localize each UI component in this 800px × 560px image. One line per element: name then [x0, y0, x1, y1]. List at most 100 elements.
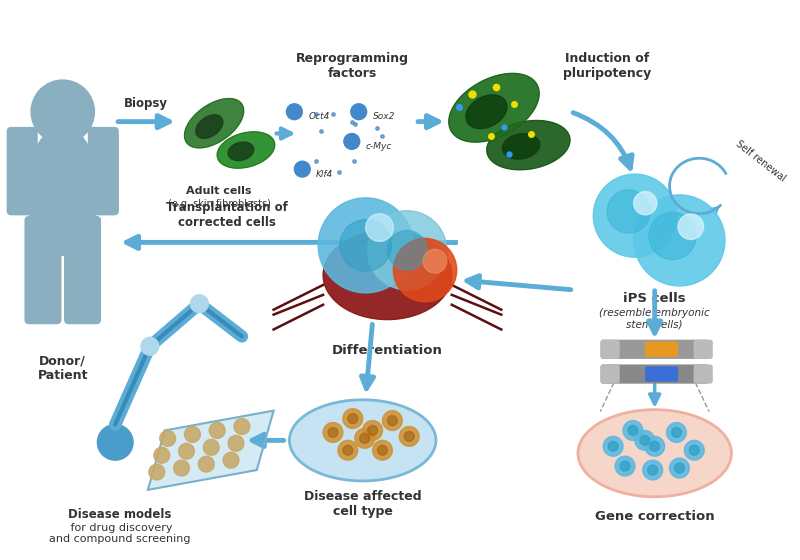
Circle shape: [294, 161, 310, 177]
Polygon shape: [486, 120, 570, 170]
Ellipse shape: [323, 231, 452, 320]
Circle shape: [603, 436, 623, 456]
Circle shape: [623, 421, 643, 440]
Circle shape: [634, 195, 725, 286]
Circle shape: [684, 440, 704, 460]
Text: Sox2: Sox2: [373, 112, 395, 121]
Text: Donor/
Patient: Donor/ Patient: [38, 354, 88, 382]
Circle shape: [634, 192, 657, 215]
Text: iPS cells: iPS cells: [623, 292, 686, 305]
FancyBboxPatch shape: [89, 128, 118, 214]
Circle shape: [387, 231, 427, 270]
Circle shape: [190, 295, 208, 312]
Polygon shape: [196, 115, 222, 138]
Text: Biopsy: Biopsy: [124, 97, 168, 110]
Circle shape: [286, 104, 302, 120]
Circle shape: [423, 249, 447, 273]
Polygon shape: [502, 134, 540, 159]
Circle shape: [360, 433, 370, 444]
Circle shape: [348, 414, 358, 423]
Text: Differentiation: Differentiation: [332, 344, 443, 357]
Circle shape: [318, 198, 413, 293]
Circle shape: [378, 445, 387, 455]
Circle shape: [141, 338, 158, 355]
Circle shape: [178, 444, 194, 459]
Circle shape: [174, 460, 190, 476]
Circle shape: [154, 447, 170, 463]
FancyBboxPatch shape: [694, 340, 712, 358]
Polygon shape: [449, 73, 539, 142]
Circle shape: [210, 423, 225, 438]
Circle shape: [645, 436, 665, 456]
Text: Induction of
pluripotency: Induction of pluripotency: [563, 52, 651, 80]
Circle shape: [31, 80, 94, 143]
FancyBboxPatch shape: [646, 367, 678, 381]
Circle shape: [344, 133, 360, 150]
Circle shape: [404, 431, 414, 441]
Text: Transplantation of
corrected cells: Transplantation of corrected cells: [166, 200, 288, 228]
Circle shape: [674, 463, 684, 473]
Circle shape: [362, 421, 382, 440]
Circle shape: [620, 461, 630, 471]
Ellipse shape: [578, 410, 731, 497]
Ellipse shape: [27, 127, 98, 255]
FancyBboxPatch shape: [25, 217, 61, 324]
Circle shape: [650, 441, 660, 451]
Circle shape: [203, 440, 219, 455]
Circle shape: [373, 440, 392, 460]
Circle shape: [366, 214, 394, 241]
Text: Self renewal: Self renewal: [734, 139, 787, 184]
Circle shape: [690, 445, 699, 455]
Circle shape: [368, 211, 447, 290]
FancyBboxPatch shape: [694, 365, 712, 383]
Circle shape: [234, 418, 250, 435]
Circle shape: [648, 465, 658, 475]
Polygon shape: [217, 132, 274, 168]
Circle shape: [594, 174, 677, 257]
Text: (e.g. skin fibroblasts): (e.g. skin fibroblasts): [168, 199, 270, 209]
Circle shape: [98, 424, 133, 460]
Circle shape: [628, 426, 638, 436]
Text: Klf4: Klf4: [316, 170, 334, 179]
FancyBboxPatch shape: [646, 342, 678, 356]
Circle shape: [343, 409, 362, 428]
Circle shape: [338, 440, 358, 460]
FancyBboxPatch shape: [7, 128, 37, 214]
Circle shape: [607, 190, 650, 233]
Text: c-Myc: c-Myc: [366, 142, 392, 151]
Text: Oct4: Oct4: [308, 112, 330, 121]
Circle shape: [608, 441, 618, 451]
Circle shape: [670, 458, 690, 478]
Circle shape: [643, 460, 662, 480]
Circle shape: [368, 426, 378, 436]
Circle shape: [228, 436, 244, 451]
Circle shape: [354, 428, 374, 448]
Circle shape: [666, 423, 686, 442]
Circle shape: [351, 104, 366, 120]
Circle shape: [399, 427, 419, 446]
Text: Gene correction: Gene correction: [595, 510, 714, 522]
Circle shape: [160, 431, 176, 446]
Circle shape: [671, 427, 682, 437]
FancyBboxPatch shape: [602, 340, 708, 358]
Text: (resemble embryonic
stem cells): (resemble embryonic stem cells): [599, 307, 710, 329]
Text: for drug discovery
and compound screening: for drug discovery and compound screenin…: [50, 522, 191, 544]
Circle shape: [340, 220, 391, 271]
Polygon shape: [228, 142, 254, 161]
Circle shape: [394, 239, 457, 302]
FancyBboxPatch shape: [602, 340, 619, 358]
Circle shape: [328, 427, 338, 437]
Circle shape: [323, 423, 343, 442]
Polygon shape: [466, 95, 507, 129]
Circle shape: [615, 456, 635, 476]
FancyBboxPatch shape: [602, 365, 619, 383]
Circle shape: [223, 452, 239, 468]
Circle shape: [382, 410, 402, 431]
Text: Disease affected
cell type: Disease affected cell type: [304, 490, 422, 518]
Polygon shape: [185, 99, 244, 148]
Circle shape: [635, 431, 654, 450]
Circle shape: [185, 427, 200, 442]
Circle shape: [343, 445, 353, 455]
Text: Disease models: Disease models: [69, 508, 172, 521]
Ellipse shape: [290, 400, 436, 481]
